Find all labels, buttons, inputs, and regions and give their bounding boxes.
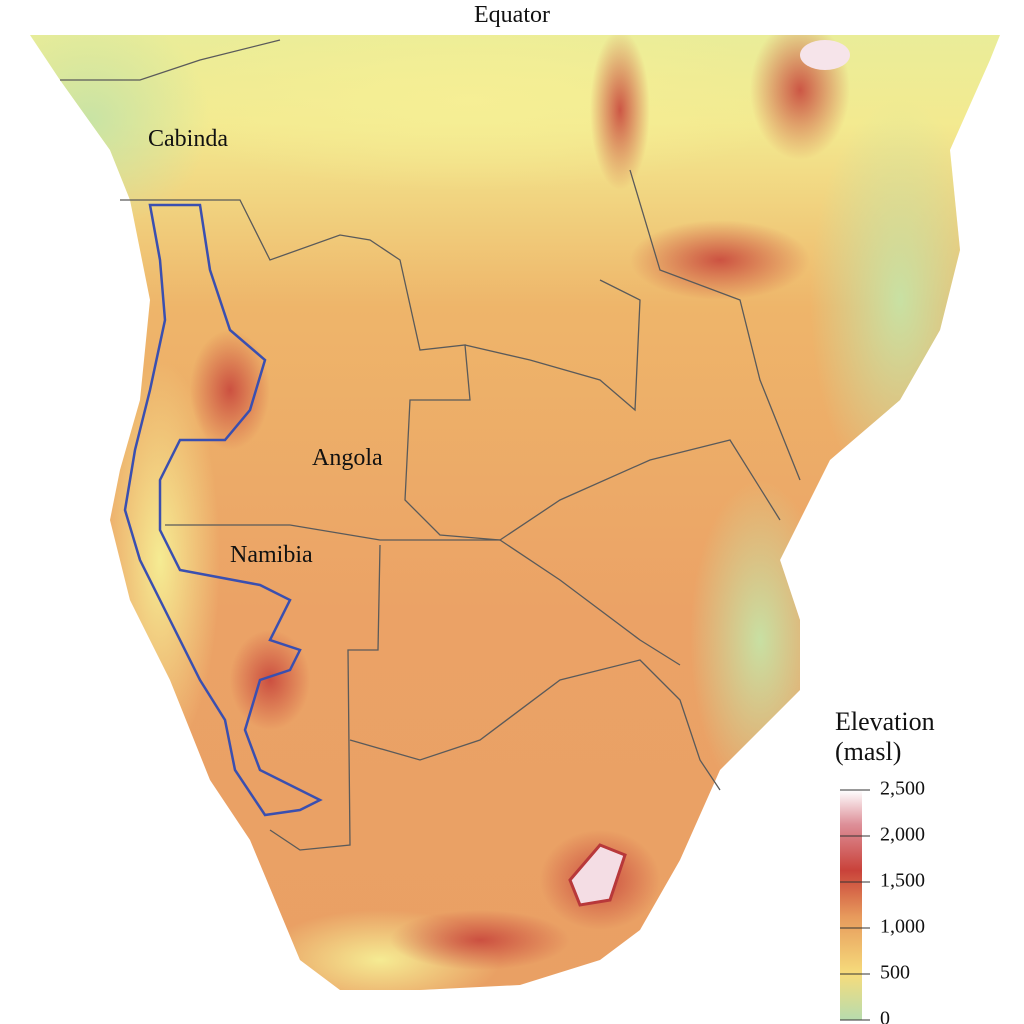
legend-ticks: 2,500 2,000 1,500 1,000 500 0 <box>840 778 925 1024</box>
tick-label: 2,500 <box>880 778 925 800</box>
escarpment-outline <box>123 203 323 817</box>
place-label: Cabinda <box>148 126 228 152</box>
tick-label: 2,000 <box>880 824 925 846</box>
borders <box>60 39 801 851</box>
color-bar <box>840 790 862 1020</box>
place-label: Namibia <box>230 542 313 568</box>
tick-label: 1,000 <box>880 916 925 938</box>
equator-label: Equator <box>474 2 550 28</box>
legend-title: Elevation <box>835 707 935 736</box>
legend-title: (masl) <box>835 737 901 766</box>
place-label: Angola <box>312 445 383 471</box>
tick-label: 500 <box>880 962 910 984</box>
tick-label: 0 <box>880 1008 890 1024</box>
tick-label: 1,500 <box>880 870 925 892</box>
